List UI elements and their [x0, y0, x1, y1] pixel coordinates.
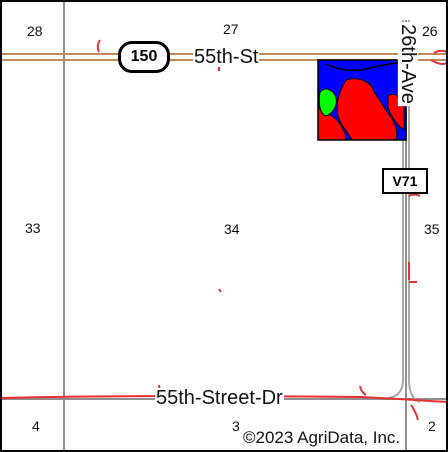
parcel-dark-drainage	[325, 61, 403, 71]
road-label-55th-st: 55th-St	[193, 46, 260, 68]
section-label-28: 28	[27, 23, 43, 39]
section-label-26: 26	[422, 23, 438, 39]
road-label-26th-ave: 26th-Ave	[396, 22, 419, 106]
section-label-35: 35	[424, 221, 440, 237]
road-label-55th-street-dr: 55th-Street-Dr	[155, 387, 284, 409]
section-label-2: 2	[428, 418, 436, 434]
section-label-4: 4	[32, 418, 40, 434]
parcel-red-region-main	[336, 78, 398, 141]
section-label-34: 34	[224, 221, 240, 237]
route-shield-v71: V71	[382, 168, 428, 194]
field-parcel	[317, 59, 407, 141]
section-label-33: 33	[25, 220, 41, 236]
copyright-notice: ©2023 AgriData, Inc.	[243, 428, 401, 448]
route-shield-150: 150	[118, 41, 170, 73]
parcel-green-region	[318, 88, 337, 117]
section-label-27: 27	[223, 21, 239, 37]
road-55th-street-dr	[0, 395, 448, 403]
section-label-3: 3	[232, 418, 240, 434]
